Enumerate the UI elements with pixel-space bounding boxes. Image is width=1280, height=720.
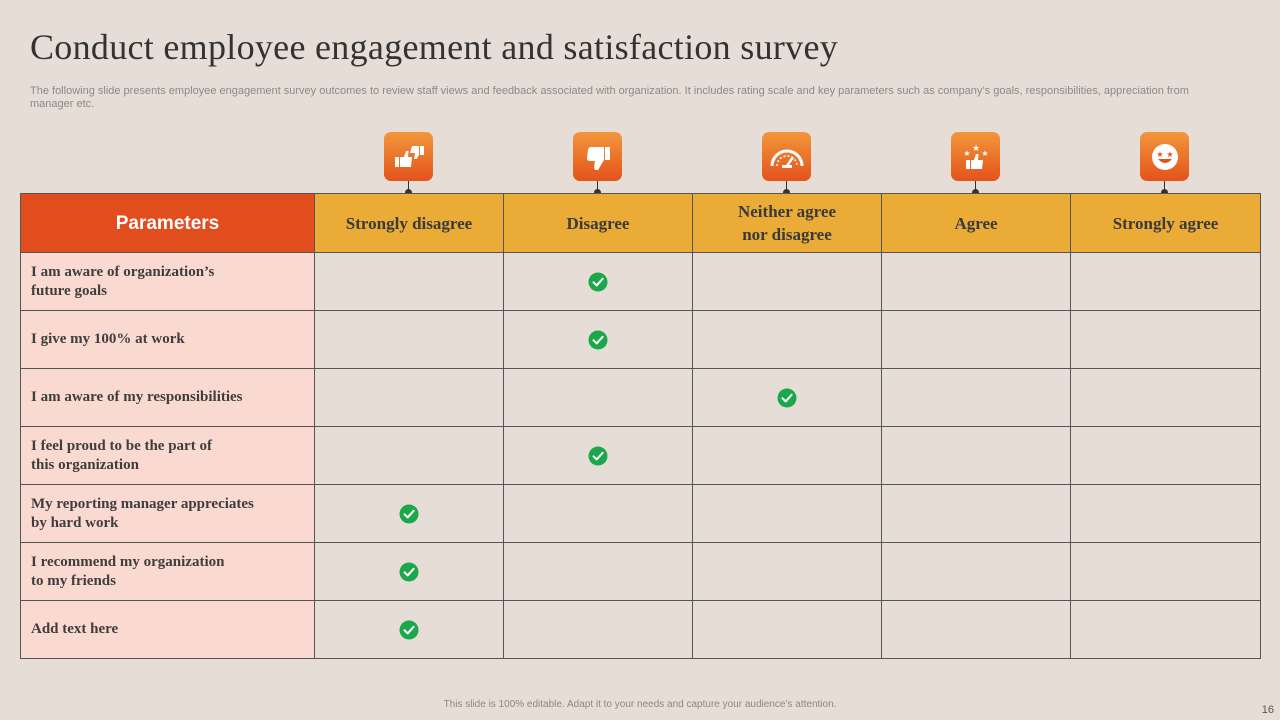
column-icon-disagree xyxy=(573,132,623,196)
rating-cell[interactable] xyxy=(314,426,504,485)
rating-cell[interactable] xyxy=(692,542,882,601)
star-eyes-face-icon: ★ ★ xyxy=(1151,143,1178,170)
column-header-agree: Agree xyxy=(881,193,1071,253)
check-icon xyxy=(588,330,608,349)
check-icon xyxy=(399,504,419,523)
rating-cell[interactable] xyxy=(314,310,504,369)
rating-cell[interactable] xyxy=(1070,368,1261,427)
rating-cell[interactable] xyxy=(692,310,882,369)
svg-text:★: ★ xyxy=(1166,150,1173,159)
slide-title: Conduct employee engagement and satisfac… xyxy=(30,27,839,67)
rating-cell[interactable] xyxy=(1070,484,1261,543)
column-icon-strongly-disagree xyxy=(384,132,434,196)
rating-cell[interactable] xyxy=(314,252,504,311)
column-icon-agree: ★ ★ ★ xyxy=(951,132,1001,196)
rating-cell[interactable] xyxy=(503,310,693,369)
rating-cell[interactable] xyxy=(503,484,693,543)
rating-cell[interactable] xyxy=(1070,600,1261,659)
rating-cell[interactable] xyxy=(692,484,882,543)
check-icon xyxy=(588,272,608,291)
rating-cell[interactable] xyxy=(1070,426,1261,485)
parameter-label: I recommend my organization to my friend… xyxy=(20,542,315,601)
rating-cell[interactable] xyxy=(692,426,882,485)
table-row: I give my 100% at work xyxy=(20,310,1261,369)
rating-cell[interactable] xyxy=(692,368,882,427)
rating-cell[interactable] xyxy=(503,600,693,659)
parameter-label: Add text here xyxy=(20,600,315,659)
rating-cell[interactable] xyxy=(881,542,1071,601)
rating-cell[interactable] xyxy=(692,252,882,311)
rating-cell[interactable] xyxy=(881,600,1071,659)
table-row: I recommend my organization to my friend… xyxy=(20,542,1261,601)
column-header-strongly-agree: Strongly agree xyxy=(1070,193,1261,253)
rating-cell[interactable] xyxy=(503,542,693,601)
thumbs-up-stars-icon: ★ ★ ★ xyxy=(963,144,988,169)
rating-cell[interactable] xyxy=(881,252,1071,311)
check-icon xyxy=(588,446,608,465)
parameter-label: I feel proud to be the part of this orga… xyxy=(20,426,315,485)
parameter-label: My reporting manager appreciates by hard… xyxy=(20,484,315,543)
gauge-icon xyxy=(770,149,803,168)
slide-subtitle: The following slide presents employee en… xyxy=(30,85,1189,110)
parameter-label: I am aware of organization’s future goal… xyxy=(20,252,315,311)
rating-cell[interactable] xyxy=(881,426,1071,485)
column-icon-neutral xyxy=(762,132,812,196)
survey-table: Parameters Strongly disagree Disagree Ne… xyxy=(20,193,1261,659)
parameter-label: I am aware of my responsibilities xyxy=(20,368,315,427)
svg-text:★: ★ xyxy=(1156,150,1163,159)
page-number: 16 xyxy=(1261,704,1274,716)
rating-cell[interactable] xyxy=(881,310,1071,369)
rating-cell[interactable] xyxy=(503,252,693,311)
check-icon xyxy=(399,562,419,581)
column-icon-strongly-agree: ★ ★ xyxy=(1140,132,1190,196)
table-row: Add text here xyxy=(20,600,1261,659)
rating-cell[interactable] xyxy=(881,484,1071,543)
rating-cell[interactable] xyxy=(314,484,504,543)
thumbs-down-icon xyxy=(586,146,610,170)
footer-note: This slide is 100% editable. Adapt it to… xyxy=(443,699,837,710)
column-header-neutral: Neither agree nor disagree xyxy=(692,193,882,253)
check-icon xyxy=(399,620,419,639)
rating-cell[interactable] xyxy=(881,368,1071,427)
table-row: My reporting manager appreciates by hard… xyxy=(20,484,1261,543)
table-row: I am aware of my responsibilities xyxy=(20,368,1261,427)
parameters-header: Parameters xyxy=(20,193,315,253)
column-header-strongly-disagree: Strongly disagree xyxy=(314,193,504,253)
rating-cell[interactable] xyxy=(503,426,693,485)
table-row: I am aware of organization’s future goal… xyxy=(20,252,1261,311)
column-header-disagree: Disagree xyxy=(503,193,693,253)
thumbs-up-down-icon xyxy=(394,145,424,167)
table-row: I feel proud to be the part of this orga… xyxy=(20,426,1261,485)
parameter-label: I give my 100% at work xyxy=(20,310,315,369)
rating-cell[interactable] xyxy=(1070,542,1261,601)
table-header-row: Parameters Strongly disagree Disagree Ne… xyxy=(20,193,1261,253)
svg-text:★: ★ xyxy=(971,144,979,154)
rating-cell[interactable] xyxy=(692,600,882,659)
rating-cell[interactable] xyxy=(314,600,504,659)
rating-cell[interactable] xyxy=(1070,252,1261,311)
svg-text:★: ★ xyxy=(963,149,970,158)
rating-cell[interactable] xyxy=(1070,310,1261,369)
rating-cell[interactable] xyxy=(314,368,504,427)
check-icon xyxy=(777,388,797,407)
svg-text:★: ★ xyxy=(981,149,988,158)
rating-cell[interactable] xyxy=(503,368,693,427)
rating-cell[interactable] xyxy=(314,542,504,601)
